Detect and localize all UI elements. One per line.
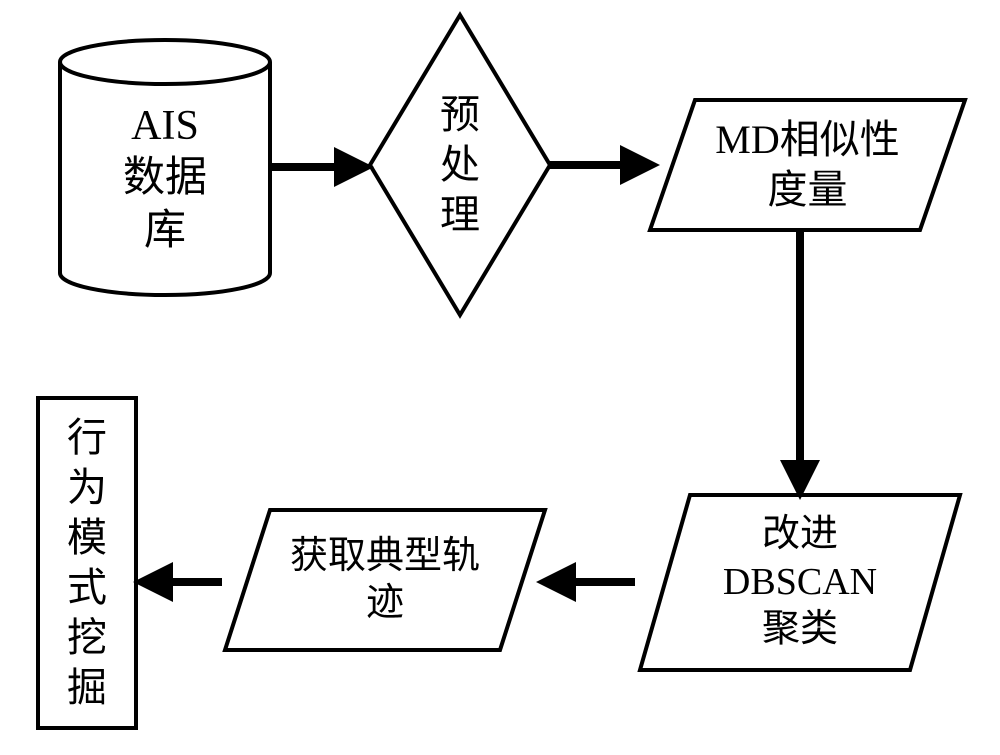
node-label-db: AIS 数据 库 [60,84,270,273]
node-label-similarity: MD相似性 度量 [668,100,947,230]
node-label-trajectory: 获取典型轨 迹 [243,510,527,650]
node-label-preprocess: 预处理 [415,15,505,315]
node-label-dbscan: 改进 DBSCAN 聚类 [660,495,940,670]
node-label-mining: 行为模式挖掘 [38,408,136,718]
flowchart-canvas: AIS 数据 库 预处理 MD相似性 度量改进 DBSCAN 聚类获取典型轨 迹行为… [0,0,1000,755]
